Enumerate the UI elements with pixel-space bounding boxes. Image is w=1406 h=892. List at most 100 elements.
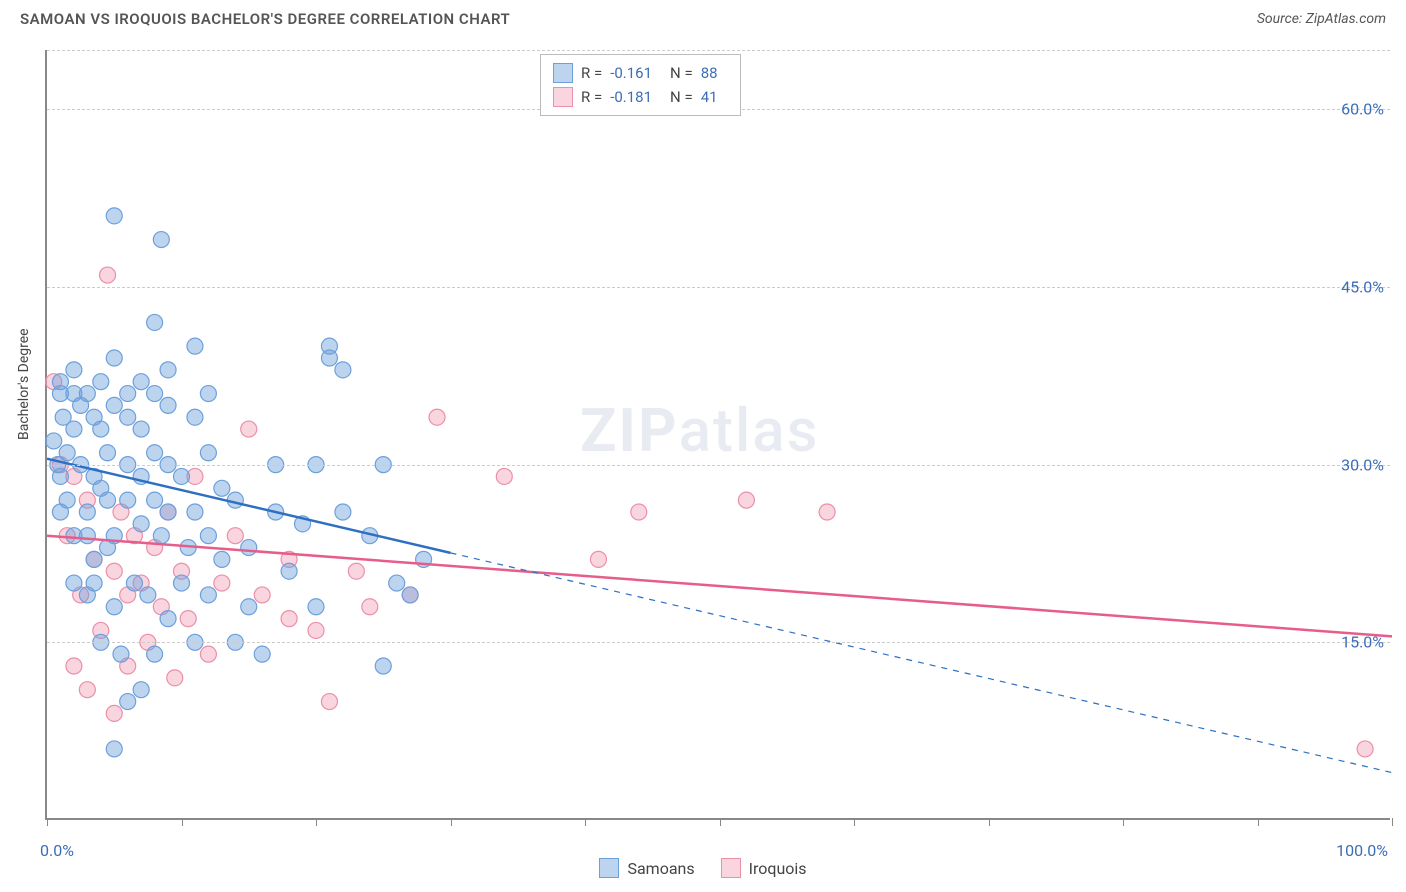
data-point bbox=[200, 587, 216, 603]
data-point bbox=[120, 386, 136, 402]
data-point bbox=[147, 386, 163, 402]
data-point bbox=[200, 386, 216, 402]
x-tick bbox=[182, 818, 183, 826]
data-point bbox=[321, 338, 337, 354]
data-point bbox=[174, 575, 190, 591]
data-point bbox=[120, 694, 136, 710]
data-point bbox=[227, 528, 243, 544]
y-axis-label: Bachelor's Degree bbox=[16, 328, 32, 440]
data-point bbox=[402, 587, 418, 603]
data-point bbox=[66, 658, 82, 674]
data-point bbox=[180, 611, 196, 627]
data-point bbox=[214, 575, 230, 591]
chart-title: SAMOAN VS IROQUOIS BACHELOR'S DEGREE COR… bbox=[20, 10, 510, 28]
x-tick bbox=[585, 818, 586, 826]
data-point bbox=[308, 599, 324, 615]
data-point bbox=[66, 362, 82, 378]
legend-swatch bbox=[721, 858, 741, 878]
data-point bbox=[819, 504, 835, 520]
data-point bbox=[79, 504, 95, 520]
chart-plot-area: 15.0%30.0%45.0%60.0% bbox=[45, 50, 1390, 820]
data-point bbox=[308, 622, 324, 638]
data-point bbox=[86, 575, 102, 591]
data-point bbox=[106, 705, 122, 721]
data-point bbox=[120, 409, 136, 425]
data-point bbox=[147, 646, 163, 662]
legend-swatch bbox=[553, 63, 573, 83]
x-tick bbox=[47, 818, 48, 826]
data-point bbox=[52, 468, 68, 484]
legend-swatch bbox=[599, 858, 619, 878]
data-point bbox=[100, 267, 116, 283]
x-tick bbox=[989, 818, 990, 826]
data-point bbox=[106, 350, 122, 366]
data-point bbox=[133, 374, 149, 390]
data-point bbox=[140, 587, 156, 603]
data-point bbox=[590, 551, 606, 567]
data-point bbox=[281, 563, 297, 579]
data-point bbox=[133, 421, 149, 437]
regression-line bbox=[47, 536, 1392, 637]
data-point bbox=[160, 362, 176, 378]
data-point bbox=[214, 480, 230, 496]
data-point bbox=[147, 492, 163, 508]
legend-row: R =-0.181N =41 bbox=[553, 85, 728, 109]
gridline bbox=[47, 642, 1390, 643]
legend-row: R =-0.161N =88 bbox=[553, 61, 728, 85]
correlation-legend: R =-0.161N =88R =-0.181N =41 bbox=[540, 54, 741, 116]
legend-label: Samoans bbox=[627, 859, 694, 878]
data-point bbox=[106, 397, 122, 413]
data-point bbox=[153, 528, 169, 544]
legend-swatch bbox=[553, 87, 573, 107]
data-point bbox=[348, 563, 364, 579]
series-legend: Samoans Iroquois bbox=[0, 858, 1406, 878]
gridline bbox=[47, 287, 1390, 288]
data-point bbox=[254, 587, 270, 603]
data-point bbox=[200, 528, 216, 544]
x-tick bbox=[720, 818, 721, 826]
data-point bbox=[187, 338, 203, 354]
data-point bbox=[86, 551, 102, 567]
data-point bbox=[631, 504, 647, 520]
data-point bbox=[93, 374, 109, 390]
data-point bbox=[281, 611, 297, 627]
data-point bbox=[429, 409, 445, 425]
data-point bbox=[241, 599, 257, 615]
x-tick bbox=[1123, 818, 1124, 826]
data-point bbox=[106, 599, 122, 615]
data-point bbox=[160, 397, 176, 413]
data-point bbox=[52, 374, 68, 390]
data-point bbox=[100, 492, 116, 508]
data-point bbox=[79, 528, 95, 544]
legend-item: Samoans bbox=[599, 858, 694, 878]
data-point bbox=[174, 468, 190, 484]
data-point bbox=[113, 646, 129, 662]
source-label: Source: ZipAtlas.com bbox=[1257, 11, 1386, 27]
data-point bbox=[335, 362, 351, 378]
data-point bbox=[738, 492, 754, 508]
x-axis-max-label: 100.0% bbox=[1336, 841, 1388, 860]
gridline bbox=[47, 50, 1390, 51]
data-point bbox=[160, 504, 176, 520]
data-point bbox=[496, 468, 512, 484]
data-point bbox=[200, 445, 216, 461]
data-point bbox=[187, 504, 203, 520]
x-tick bbox=[1258, 818, 1259, 826]
gridline bbox=[47, 465, 1390, 466]
data-point bbox=[187, 409, 203, 425]
data-point bbox=[93, 421, 109, 437]
data-point bbox=[126, 575, 142, 591]
data-point bbox=[66, 421, 82, 437]
data-point bbox=[362, 599, 378, 615]
data-point bbox=[59, 445, 75, 461]
data-point bbox=[147, 314, 163, 330]
data-point bbox=[133, 682, 149, 698]
legend-label: Iroquois bbox=[749, 859, 807, 878]
x-axis-min-label: 0.0% bbox=[40, 841, 74, 860]
data-point bbox=[153, 232, 169, 248]
data-point bbox=[46, 433, 62, 449]
data-point bbox=[167, 670, 183, 686]
data-point bbox=[79, 386, 95, 402]
data-point bbox=[79, 682, 95, 698]
x-tick bbox=[316, 818, 317, 826]
